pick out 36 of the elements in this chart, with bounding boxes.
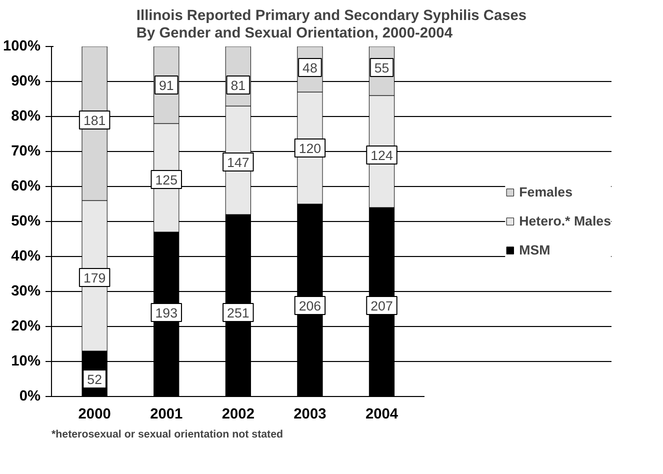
y-tick-label: 100% <box>3 38 41 54</box>
y-tick-label: 30% <box>11 284 41 300</box>
chart-title: Illinois Reported Primary and Secondary Syphilis Cases By Gender and Sexual Orientation, 2000-2004 <box>136 8 527 42</box>
x-tick-label: 2003 <box>294 406 326 422</box>
annotation: 251 <box>227 306 250 320</box>
annotation: 55 <box>374 60 390 76</box>
y-tick-label: 70% <box>11 144 41 160</box>
annotation: 91 <box>158 78 174 93</box>
x-tick-label: 2004 <box>365 406 399 422</box>
y-tick-label: 90% <box>11 74 41 90</box>
y-tick-label: 40% <box>11 248 41 264</box>
legend-label: Hetero.* Males <box>519 214 611 228</box>
y-tick-label: 20% <box>11 318 41 334</box>
annotation: 52 <box>87 372 102 387</box>
legend-label: MSM <box>519 242 550 258</box>
annotation: 181 <box>83 113 106 128</box>
annotation: 147 <box>227 155 250 170</box>
y-tick-label: 0% <box>19 388 41 404</box>
y-tick-label: 10% <box>11 354 41 370</box>
x-tick-label: 2002 <box>222 406 254 422</box>
annotation: 81 <box>230 78 246 93</box>
annotation: 120 <box>298 141 322 156</box>
legend-label: Females <box>519 184 572 200</box>
x-tick-label: 2001 <box>150 406 183 422</box>
annotation: 193 <box>155 306 178 320</box>
annotation: 206 <box>298 298 322 314</box>
annotation: 125 <box>155 172 178 188</box>
text: *heterosexual or sexual orientation not stated <box>52 428 284 440</box>
y-tick-label: 60% <box>11 178 41 194</box>
annotation: 48 <box>302 60 318 76</box>
annotation: 179 <box>83 270 106 286</box>
y-tick-label: 50% <box>11 214 41 230</box>
y-tick-label: 80% <box>11 108 41 124</box>
annotation: 124 <box>370 148 394 163</box>
x-tick-label: 2000 <box>78 406 111 422</box>
annotation: 207 <box>370 298 393 314</box>
